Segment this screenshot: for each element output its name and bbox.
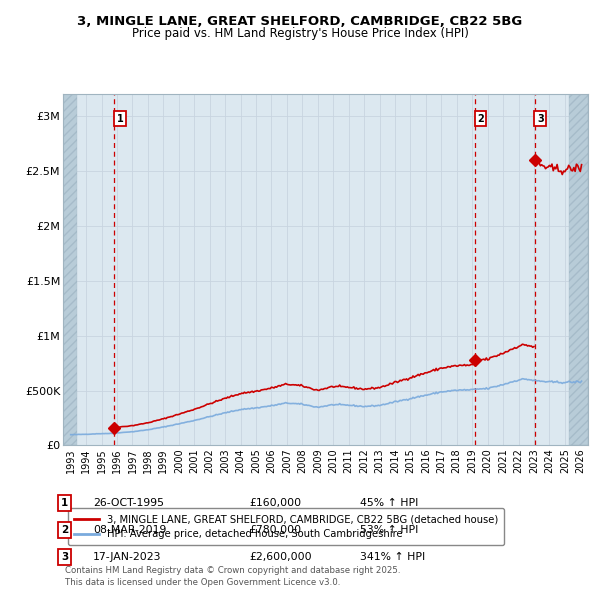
- Text: £160,000: £160,000: [249, 498, 301, 507]
- Text: 26-OCT-1995: 26-OCT-1995: [93, 498, 164, 507]
- Text: Price paid vs. HM Land Registry's House Price Index (HPI): Price paid vs. HM Land Registry's House …: [131, 27, 469, 40]
- Bar: [63, 94, 77, 445]
- Bar: [569, 94, 588, 445]
- Text: £2,600,000: £2,600,000: [249, 552, 311, 562]
- Text: 1: 1: [116, 114, 124, 124]
- Text: 1: 1: [61, 498, 68, 507]
- Text: 341% ↑ HPI: 341% ↑ HPI: [360, 552, 425, 562]
- Text: 45% ↑ HPI: 45% ↑ HPI: [360, 498, 418, 507]
- Text: Contains HM Land Registry data © Crown copyright and database right 2025.
This d: Contains HM Land Registry data © Crown c…: [65, 566, 400, 587]
- Legend: 3, MINGLE LANE, GREAT SHELFORD, CAMBRIDGE, CB22 5BG (detached house), HPI: Avera: 3, MINGLE LANE, GREAT SHELFORD, CAMBRIDG…: [68, 509, 504, 545]
- Bar: [569, 94, 588, 445]
- Text: 2: 2: [61, 525, 68, 535]
- Text: 08-MAR-2019: 08-MAR-2019: [93, 525, 166, 535]
- Text: 53% ↑ HPI: 53% ↑ HPI: [360, 525, 418, 535]
- Bar: [63, 94, 77, 445]
- Text: 3, MINGLE LANE, GREAT SHELFORD, CAMBRIDGE, CB22 5BG: 3, MINGLE LANE, GREAT SHELFORD, CAMBRIDG…: [77, 15, 523, 28]
- Text: 2: 2: [477, 114, 484, 124]
- Text: 17-JAN-2023: 17-JAN-2023: [93, 552, 161, 562]
- Text: 3: 3: [537, 114, 544, 124]
- Text: £780,000: £780,000: [249, 525, 301, 535]
- Text: 3: 3: [61, 552, 68, 562]
